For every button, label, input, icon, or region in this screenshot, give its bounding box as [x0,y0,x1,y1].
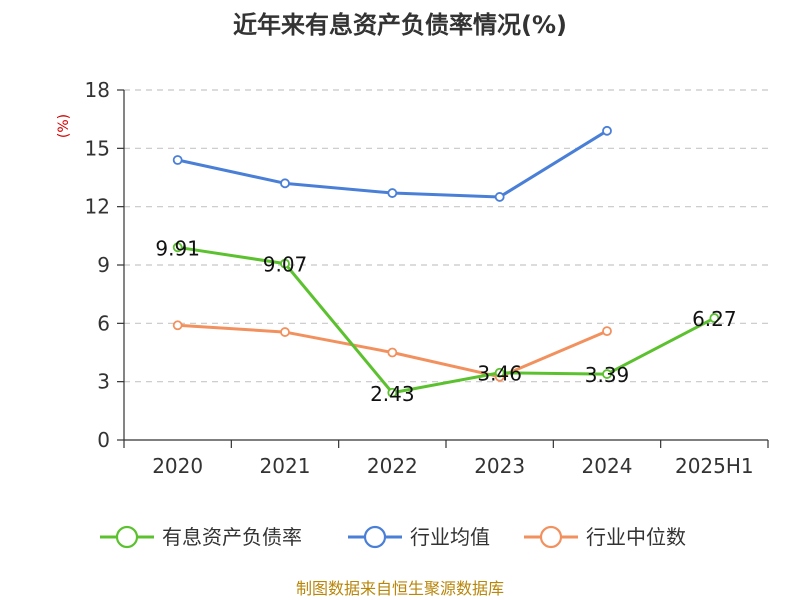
axes: 0 3 6 9 12 15 18 2020 2021 2022 2023 2024 2025H1 [85,78,769,478]
data-point [172,320,183,331]
legend: 有息资产负债率 行业均值 行业中位数 [100,525,686,549]
chart-title: 近年来有息资产负债率情况(%) [233,11,567,39]
y-tick-label: 12 [85,195,110,219]
x-tick-label: 2025H1 [675,454,754,478]
data-point [387,387,398,398]
x-tick-label: 2024 [582,454,633,478]
data-label: 3.39 [585,363,630,387]
data-point [602,326,612,337]
data-point [494,367,505,378]
grid [124,89,768,383]
data-point [172,155,183,165]
data-point [280,258,290,269]
x-tick-label: 2021 [260,454,311,478]
series-line [177,245,716,395]
legend-marker [363,525,387,549]
data-label: 3.46 [477,362,522,386]
x-tick-label: 2023 [474,454,525,478]
x-tick-label: 2020 [152,454,203,478]
y-tick-label: 18 [85,78,110,102]
x-tick-label: 2022 [367,454,418,478]
data-point [494,192,505,202]
legend-marker [539,525,563,549]
data-point [602,125,612,136]
y-tick-label: 0 [97,428,110,452]
data-label: 6.27 [692,307,737,331]
legend-label: 行业中位数 [586,525,686,549]
y-tick-label: 6 [97,311,110,335]
data-point [172,242,183,253]
series-line [177,129,608,199]
y-tick-label: 9 [97,253,110,277]
data-point [709,313,720,323]
y-axis-label: (%) [56,114,72,138]
legend-label: 有息资产负债率 [162,525,302,549]
data-point [602,369,612,379]
y-tick-label: 15 [85,136,110,160]
data-point [387,347,398,358]
data-point [387,188,398,198]
data-point [280,178,290,189]
series-layer [172,125,720,398]
data-label: 2.43 [370,382,415,406]
legend-label: 行业均值 [410,525,490,549]
source-note: 制图数据来自恒生聚源数据库 [296,579,504,598]
legend-marker [115,525,139,549]
data-label: 9.07 [263,253,308,277]
data-label: 9.91 [155,236,200,260]
data-labels: 9.91 9.07 2.43 3.46 3.39 6.27 [155,236,736,405]
y-tick-label: 3 [97,370,110,394]
data-point [280,327,290,337]
